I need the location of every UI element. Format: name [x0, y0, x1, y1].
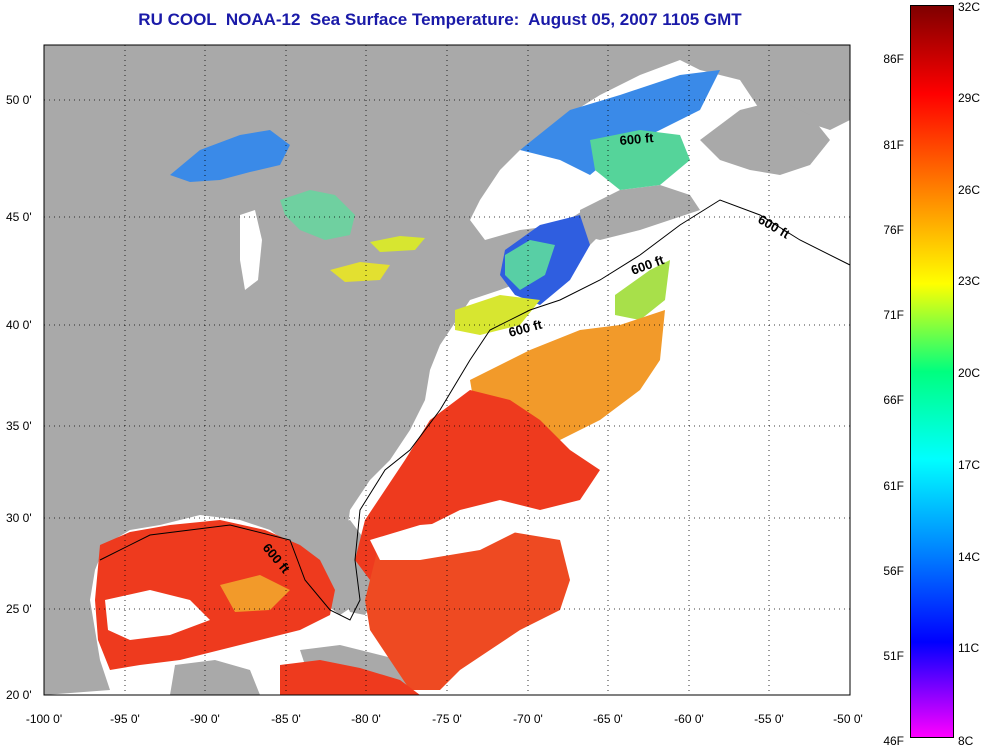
lat-tick: 25 0' — [6, 602, 32, 616]
sst-labrador-green — [590, 130, 690, 190]
colorbar-fahrenheit-label: 71F — [883, 308, 904, 322]
sst-gulf-warm-orange — [220, 575, 290, 612]
sst-cloud-gap — [370, 520, 520, 560]
colorbar-fahrenheit-label: 56F — [883, 564, 904, 578]
sst-gulf-of-maine-green — [505, 240, 555, 290]
lake-ontario — [370, 236, 425, 252]
land-nova-scotia — [580, 185, 700, 240]
colorbar-fahrenheit-label: 46F — [883, 734, 904, 748]
gridlines — [44, 45, 850, 695]
colorbar-fahrenheit-label: 81F — [883, 138, 904, 152]
colorbar-celsius-label: 23C — [958, 274, 981, 288]
lat-tick: 20 0' — [6, 688, 32, 702]
lake-michigan — [240, 210, 262, 290]
colorbar-fahrenheit-label: 61F — [883, 479, 904, 493]
lon-tick: -75 0' — [432, 712, 462, 726]
colorbar-celsius-label: 11C — [958, 641, 980, 655]
colorbar-celsius-label: 26C — [958, 183, 981, 197]
lat-tick: 50 0' — [6, 93, 32, 107]
lon-tick: -50 0' — [833, 712, 863, 726]
latitude-axis: 20 0' 25 0' 30 0' 35 0' 40 0' 45 0' 50 0… — [6, 93, 32, 702]
colorbar-fahrenheit-label: 86F — [883, 52, 904, 66]
longitude-axis: -100 0' -95 0' -90 0' -85 0' -80 0' -75 … — [26, 712, 863, 726]
lon-tick: -60 0' — [674, 712, 704, 726]
colorbar-fahrenheit-label: 66F — [883, 393, 904, 407]
sst-gulf-st-lawrence — [520, 70, 720, 175]
lat-tick: 45 0' — [6, 210, 32, 224]
map-title: RU COOL NOAA-12 Sea Surface Temperature:… — [138, 10, 742, 29]
sst-offshore-green — [615, 260, 670, 320]
lat-tick: 35 0' — [6, 419, 32, 433]
colorbar-celsius-label: 8C — [958, 734, 974, 748]
depth-contour-line — [99, 199, 851, 621]
lon-tick: -70 0' — [513, 712, 543, 726]
lon-tick: -65 0' — [593, 712, 623, 726]
lon-tick: -80 0' — [351, 712, 381, 726]
colorbar-celsius-label: 32C — [958, 0, 981, 14]
sst-caribbean — [280, 660, 420, 695]
lake-erie — [330, 262, 390, 282]
colorbar-celsius-label: 20C — [958, 366, 981, 380]
lat-tick: 30 0' — [6, 511, 32, 525]
colorbar-celsius-label: 14C — [958, 550, 981, 564]
lake-superior — [170, 130, 290, 182]
sst-mid-atlantic-shelf — [455, 295, 540, 335]
sst-gulf-cloud-gap — [105, 590, 210, 640]
colorbar-fahrenheit-label: 76F — [883, 223, 904, 237]
lake-huron — [280, 190, 355, 240]
sst-sargasso-red — [365, 530, 570, 690]
temperature-colorbar — [910, 5, 954, 738]
colorbar-fahrenheit-label: 51F — [883, 649, 904, 663]
lat-tick: 40 0' — [6, 318, 32, 332]
lon-tick: -90 0' — [190, 712, 220, 726]
lon-tick: -85 0' — [271, 712, 301, 726]
contour-label-st-lawrence: 600 ft — [619, 130, 655, 148]
land-newfoundland — [700, 100, 830, 175]
lon-tick: -100 0' — [26, 712, 62, 726]
colorbar-celsius-label: 29C — [958, 91, 981, 105]
lon-tick: -95 0' — [110, 712, 140, 726]
lon-tick: -55 0' — [754, 712, 784, 726]
land-north-america — [44, 45, 850, 695]
colorbar-celsius-label: 17C — [958, 458, 981, 472]
land-yucatan — [170, 660, 260, 695]
